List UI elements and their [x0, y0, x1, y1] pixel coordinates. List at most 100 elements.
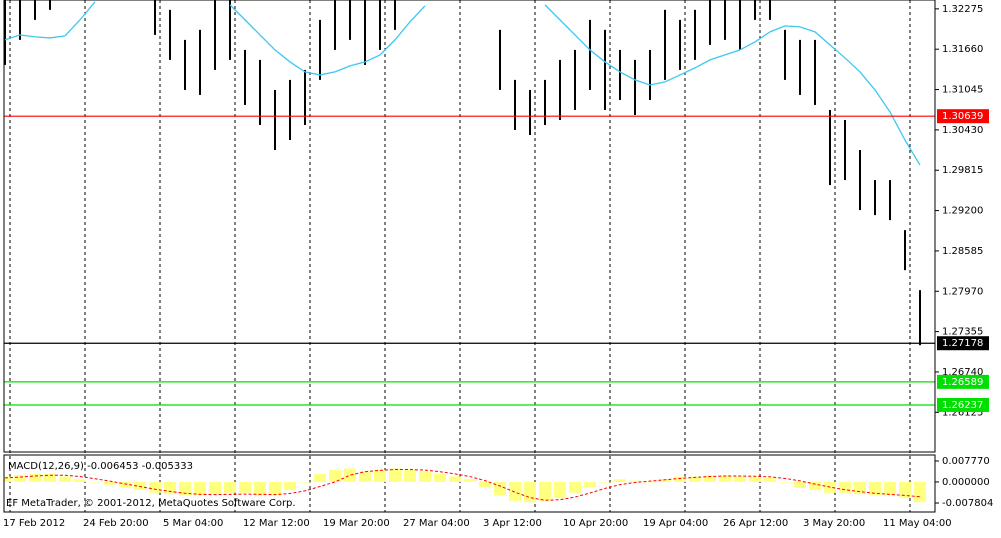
macd-histogram-bar	[704, 475, 716, 482]
macd-histogram-bar	[14, 475, 26, 482]
x-tick-label: 12 Mar 12:00	[243, 518, 310, 529]
macd-histogram-bar	[749, 476, 761, 482]
macd-histogram-bar	[674, 476, 686, 482]
macd-signal	[4, 469, 921, 501]
x-tick-label: 5 Mar 04:00	[163, 518, 223, 529]
moving-average	[229, 4, 426, 76]
macd-histogram-bar	[899, 481, 911, 499]
macd-histogram-bar	[209, 481, 221, 495]
x-tick-label: 10 Apr 20:00	[563, 518, 628, 529]
macd-histogram-bar	[794, 481, 806, 488]
y-tick-label: 1.28585	[942, 246, 983, 257]
macd-histogram-bar	[404, 469, 416, 482]
macd-histogram-bar	[809, 481, 821, 491]
macd-histogram-bar	[284, 481, 296, 491]
macd-histogram-bar	[419, 471, 431, 482]
macd-histogram-bar	[134, 481, 146, 491]
macd-histogram-bar	[914, 481, 926, 503]
macd-histogram-bar	[4, 476, 11, 482]
y-tick-label: 1.31660	[942, 44, 983, 55]
macd-histogram-bar	[194, 481, 206, 496]
y-tick-label: 1.26740	[942, 367, 983, 378]
level-label: 1.26237	[942, 400, 983, 411]
y-tick-label: 1.29815	[942, 165, 983, 176]
moving-average	[4, 1, 96, 41]
y-tick-label: 1.30430	[942, 125, 983, 136]
macd-histogram-bar	[29, 473, 41, 482]
macd-histogram-bar	[644, 481, 656, 483]
macd-histogram-bar	[269, 481, 281, 496]
macd-histogram-bar	[464, 479, 476, 482]
macd-histogram-bar	[449, 476, 461, 482]
x-tick-label: 19 Mar 20:00	[323, 518, 390, 529]
macd-histogram-bar	[629, 480, 641, 482]
macd-histogram-bar	[734, 476, 746, 482]
macd-title: MACD(12,26,9) -0.006453 -0.005333	[8, 461, 193, 472]
macd-histogram-bar	[254, 481, 266, 496]
x-tick-label: 11 May 04:00	[883, 518, 952, 529]
level-label: 1.27178	[942, 338, 983, 349]
macd-histogram-bar	[89, 481, 101, 483]
y-tick-label: 0.007770	[942, 456, 990, 467]
macd-histogram-bar	[779, 481, 791, 483]
level-label-box	[937, 397, 989, 412]
macd-histogram-bar	[434, 473, 446, 482]
level-label-box	[937, 374, 989, 389]
macd-histogram-bar	[344, 468, 356, 482]
price-panel-frame	[3, 0, 936, 453]
macd-histogram-bar	[74, 479, 86, 482]
level-label-box	[937, 109, 989, 124]
macd-histogram-bar	[494, 481, 506, 496]
y-tick-label: -0.007804	[942, 498, 993, 509]
macd-histogram-bar	[599, 481, 611, 483]
x-tick-label: 26 Apr 12:00	[723, 518, 788, 529]
y-tick-label: 1.27355	[942, 327, 983, 338]
level-label-box	[937, 336, 989, 351]
macd-histogram-bar	[524, 481, 536, 503]
y-tick-label: 1.29200	[942, 206, 983, 217]
macd-histogram-bar	[374, 469, 386, 482]
y-tick-label: 1.31045	[942, 85, 983, 96]
macd-histogram-bar	[479, 481, 491, 488]
macd-histogram-bar	[554, 481, 566, 499]
macd-histogram-bar	[299, 481, 311, 483]
x-tick-label: 19 Apr 04:00	[643, 518, 708, 529]
moving-average	[544, 4, 921, 166]
macd-histogram-bar	[149, 481, 161, 493]
copyright: EF MetaTrader, © 2001-2012, MetaQuotes S…	[6, 498, 296, 509]
macd-histogram-bar	[329, 469, 341, 482]
macd-histogram-bar	[719, 475, 731, 482]
macd-histogram-bar	[659, 479, 671, 482]
macd-histogram-bar	[839, 481, 851, 493]
macd-histogram-bar	[359, 471, 371, 482]
y-tick-label: 1.32275	[942, 4, 983, 15]
x-tick-label: 24 Feb 20:00	[83, 518, 149, 529]
macd-histogram-bar	[884, 481, 896, 496]
x-tick-label: 3 Apr 12:00	[483, 518, 542, 529]
x-tick-label: 17 Feb 2012	[3, 518, 65, 529]
x-tick-label: 3 May 20:00	[803, 518, 865, 529]
macd-histogram-bar	[614, 479, 626, 482]
macd-panel-frame	[3, 454, 936, 513]
macd-histogram-bar	[509, 481, 521, 501]
macd-histogram-bar	[389, 468, 401, 482]
macd-histogram-bar	[539, 481, 551, 501]
macd-histogram-bar	[59, 476, 71, 482]
y-tick-label: 1.26125	[942, 407, 983, 418]
macd-histogram-bar	[869, 481, 881, 496]
macd-histogram-bar	[314, 473, 326, 482]
macd-histogram-bar	[224, 481, 236, 493]
level-label: 1.26589	[942, 377, 983, 388]
y-tick-label: 0.000000	[942, 477, 990, 488]
macd-histogram-bar	[569, 481, 581, 493]
level-label: 1.30639	[942, 111, 983, 122]
x-tick-label: 27 Mar 04:00	[403, 518, 470, 529]
macd-histogram-bar	[584, 481, 596, 488]
macd-histogram-bar	[764, 477, 776, 482]
macd-histogram-bar	[689, 476, 701, 482]
macd-histogram-bar	[104, 481, 116, 485]
macd-histogram-bar	[164, 481, 176, 495]
macd-histogram-bar	[44, 473, 56, 482]
y-tick-label: 1.27970	[942, 286, 983, 297]
